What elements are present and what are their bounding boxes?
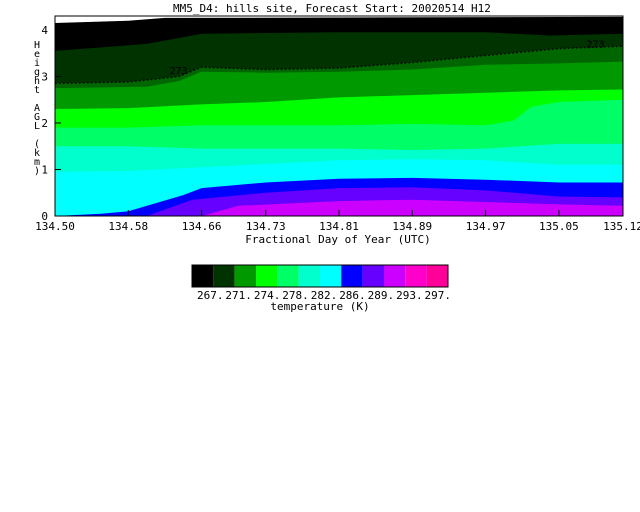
colorbar-label: 289. xyxy=(368,289,395,302)
colorbar-swatch xyxy=(298,265,320,287)
y-axis: 0 1 2 3 4 xyxy=(41,24,61,223)
y-axis-label-char: h xyxy=(34,76,40,87)
x-tick-label: 135.12 xyxy=(603,220,640,233)
colorbar-title: temperature (K) xyxy=(270,300,369,313)
colorbar-swatch xyxy=(192,265,214,287)
contour-fill-layer xyxy=(55,16,623,217)
y-tick-label: 1 xyxy=(41,163,48,176)
y-axis-label-char: g xyxy=(34,67,40,78)
y-axis-label-char: G xyxy=(34,112,40,123)
x-tick-label: 134.50 xyxy=(35,220,75,233)
x-tick-label: 134.58 xyxy=(108,220,148,233)
colorbar-swatch xyxy=(362,265,384,287)
colorbar-label: 293. xyxy=(396,289,423,302)
colorbar-swatch xyxy=(213,265,235,287)
x-tick-label: 134.89 xyxy=(392,220,432,233)
y-tick-label: 2 xyxy=(41,117,48,130)
colorbar: 267. 271. 274. 278. 282. 286. 289. 293. 297. xyxy=(191,264,452,302)
contour-label: 273 xyxy=(586,40,604,51)
contour-label: 273 xyxy=(170,66,188,77)
y-axis-label-char: k xyxy=(34,148,40,159)
colorbar-label: 271. xyxy=(225,289,252,302)
x-tick-label: 134.73 xyxy=(246,220,286,233)
y-axis-label-char: i xyxy=(34,58,40,69)
y-tick-label: 4 xyxy=(41,24,48,37)
y-tick-label: 0 xyxy=(41,210,48,223)
y-axis-label-char: ) xyxy=(34,166,40,177)
colorbar-label: 267. xyxy=(197,289,224,302)
contour-line-273: 273 273 xyxy=(54,40,624,85)
colorbar-swatch xyxy=(256,265,278,287)
colorbar-swatch xyxy=(234,265,256,287)
chart-title: MM5_D4: hills site, Forecast Start: 2002… xyxy=(173,2,491,15)
y-tick-label: 3 xyxy=(41,70,48,83)
x-axis-label: Fractional Day of Year (UTC) xyxy=(245,233,430,246)
y-axis-label-char: L xyxy=(34,121,40,132)
colorbar-label: 282. xyxy=(311,289,338,302)
contour-wedge xyxy=(110,208,161,216)
colorbar-swatch xyxy=(320,265,342,287)
colorbar-label: 278. xyxy=(282,289,309,302)
colorbar-frame xyxy=(191,264,449,288)
colorbar-swatch xyxy=(426,265,448,287)
x-tick-label: 134.81 xyxy=(319,220,359,233)
x-tick-label: 134.97 xyxy=(466,220,506,233)
colorbar-swatch xyxy=(277,265,299,287)
colorbar-swatch xyxy=(384,265,406,287)
colorbar-swatch xyxy=(405,265,427,287)
colorbar-label: 297. xyxy=(425,289,452,302)
y-axis-label-char: t xyxy=(34,85,40,96)
colorbar-label: 274. xyxy=(254,289,281,302)
y-axis-label-char: e xyxy=(34,49,40,60)
y-axis-label-char: H xyxy=(34,40,40,51)
y-axis-label-char: A xyxy=(34,103,40,114)
colorbar-label: 286. xyxy=(339,289,366,302)
y-axis-label-char: ( xyxy=(34,139,40,150)
y-axis-label-char: m xyxy=(34,157,40,168)
x-axis: 134.50 134.58 134.66 134.73 134.81 134.89 134.… xyxy=(35,210,640,233)
contour-band-11 xyxy=(55,199,623,216)
x-tick-label: 135.05 xyxy=(539,220,579,233)
x-tick-label: 134.66 xyxy=(182,220,222,233)
colorbar-swatch xyxy=(341,265,363,287)
